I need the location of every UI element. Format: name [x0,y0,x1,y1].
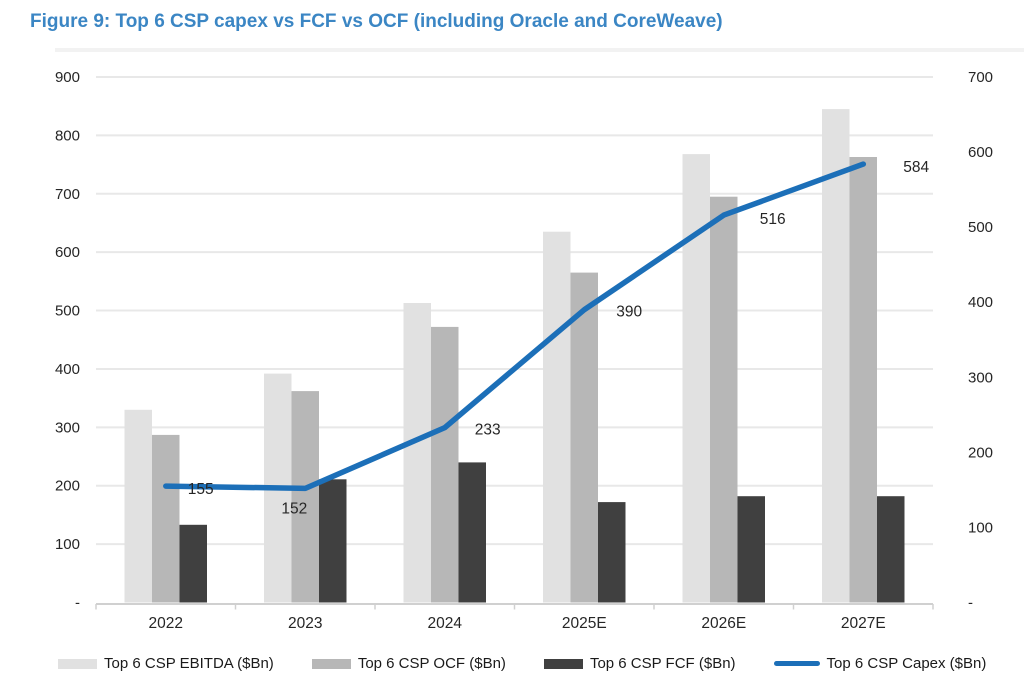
right-axis-tick-label-200: 200 [968,444,993,461]
right-axis-tick-label-700: 700 [968,69,993,86]
legend-label-ebitda: Top 6 CSP EBITDA ($Bn) [104,655,274,672]
capex-data-label-2025e: 390 [616,304,642,321]
legend-item-ocf: Top 6 CSP OCF ($Bn) [311,655,506,672]
right-axis-tick-label-600: 600 [968,144,993,161]
chart-panel-top-edge [55,48,1024,52]
bar-fcf-2022 [179,524,207,603]
bar-ebitda-2027e [822,109,850,603]
bar-ocf-2027e [849,157,877,603]
line-capex [163,161,867,492]
legend-swatch-ocf [311,658,351,669]
bar-ebitda-2026e [682,154,710,603]
x-axis-category-label-2022: 2022 [149,615,183,632]
left-axis-tick-label-400: 400 [55,361,80,378]
chart-legend: Top 6 CSP EBITDA ($Bn) Top 6 CSP OCF ($Bn… [58,655,986,672]
left-axis-tick-label-100: 100 [55,536,80,553]
right-axis-tick-label-100: 100 [968,519,993,536]
bar-ebitda-2022 [124,409,152,603]
left-axis-tick-label-300: 300 [55,419,80,436]
x-axis-category-label-2026e: 2026E [701,615,746,632]
capex-data-label-2024: 233 [475,422,501,439]
x-axis-category-label-2024: 2024 [428,615,463,632]
legend-swatch-fcf [543,658,583,669]
bar-fcf-2024 [458,462,486,603]
figure-title: Figure 9: Top 6 CSP capex vs FCF vs OCF … [30,11,723,32]
left-axis-tick-label-200: 200 [55,478,80,495]
legend-label-ocf: Top 6 CSP OCF ($Bn) [357,655,506,672]
left-axis-tick-label-700: 700 [55,186,80,203]
bar-ocf-2025e [570,272,598,603]
bar-ocf-2022 [152,434,180,603]
legend-swatch-ebitda [58,658,97,669]
left-axis-tick-label-0: - [75,595,80,612]
x-axis-category-label-2023: 2023 [288,615,322,632]
legend-item-ebitda: Top 6 CSP EBITDA ($Bn) [58,655,274,672]
right-axis-tick-label-300: 300 [968,369,993,386]
right-axis-tick-label-0: - [968,595,973,612]
capex-data-label-2027e: 584 [903,159,929,176]
left-axis-tick-label-600: 600 [55,244,80,261]
right-axis-tick-label-400: 400 [968,294,993,311]
bar-ebitda-2024 [403,303,431,603]
left-axis-tick-label-500: 500 [55,303,80,320]
bar-ebitda-2025e [543,231,571,603]
bar-fcf-2027e [877,496,905,603]
capex-data-label-2023: 152 [281,500,307,517]
legend-label-capex: Top 6 CSP Capex ($Bn) [826,655,987,672]
bar-fcf-2023 [319,479,347,603]
capex-data-label-2022: 155 [188,481,214,498]
bar-fcf-2026e [737,496,765,603]
left-axis-tick-label-900: 900 [55,69,80,86]
x-axis-category-label-2027e: 2027E [841,615,886,632]
bar-ocf-2023 [291,391,319,603]
right-axis-tick-label-500: 500 [968,219,993,236]
capex-data-label-2026e: 516 [760,211,786,228]
x-axis-category-label-2025e: 2025E [562,615,607,632]
legend-item-fcf: Top 6 CSP FCF ($Bn) [543,655,736,672]
bar-ocf-2026e [710,196,738,603]
legend-swatch-capex-line-icon [773,661,820,666]
bar-ocf-2024 [431,326,459,603]
bar-fcf-2025e [598,502,626,603]
left-axis-tick-label-800: 800 [55,127,80,144]
legend-label-fcf: Top 6 CSP FCF ($Bn) [589,655,736,672]
legend-item-capex: Top 6 CSP Capex ($Bn) [773,655,987,672]
